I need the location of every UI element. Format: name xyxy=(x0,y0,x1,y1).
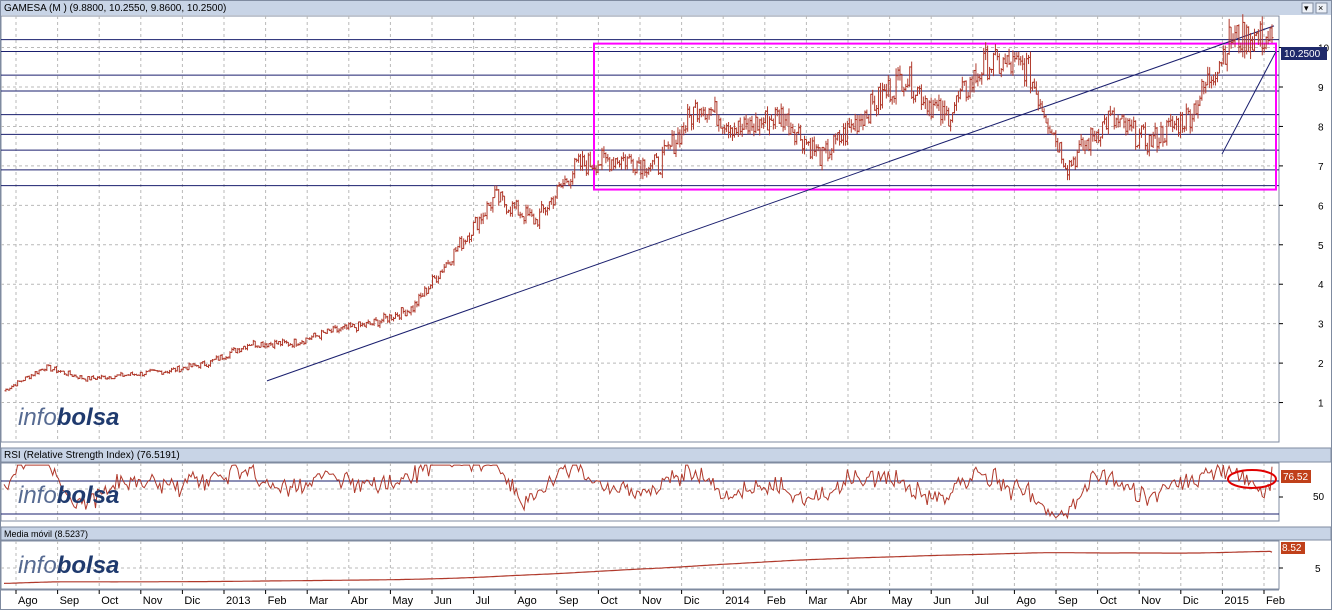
x-tick-label: May xyxy=(392,595,413,607)
price-y-tick-label: 5 xyxy=(1318,241,1324,252)
ma-gridlines xyxy=(1,541,1279,589)
x-tick-label: Sep xyxy=(1058,595,1078,607)
rsi-y-axis: 50 xyxy=(1279,492,1325,503)
rsi-last-text: 76.52 xyxy=(1283,472,1308,483)
close-icon: × xyxy=(1318,3,1323,13)
x-tick-label: Ago xyxy=(517,595,537,607)
ma-watermark: infobolsa xyxy=(18,552,119,579)
x-tick-label: May xyxy=(892,595,913,607)
x-tick-label: Oct xyxy=(600,595,617,607)
rsi-plot-area[interactable]: infobolsa xyxy=(0,462,1280,522)
x-tick-label: 2014 xyxy=(725,595,749,607)
x-tick-label: Abr xyxy=(850,595,867,607)
price-y-tick-label: 4 xyxy=(1318,280,1324,291)
x-tick-label: Nov xyxy=(143,595,163,607)
rsi-last-label: 76.52 xyxy=(1281,470,1311,483)
price-panel-header: GAMESA (M ) (9.8800, 10.2550, 9.8600, 10… xyxy=(1,1,1331,15)
price-gridlines xyxy=(1,16,1279,442)
x-tick-label: Dic xyxy=(184,595,200,607)
support-resistance-lines xyxy=(1,39,1279,187)
long-trendline xyxy=(266,25,1275,382)
ma-y-axis: 5 xyxy=(1279,564,1321,575)
price-y-tick-label: 1 xyxy=(1318,399,1324,410)
restore-icon: ▾ xyxy=(1304,3,1309,13)
rsi-watermark: infobolsa xyxy=(18,482,119,509)
ma-last-text: 8.52 xyxy=(1282,543,1302,554)
ma-watermark-info: info xyxy=(18,552,57,579)
ma-tick-5: 5 xyxy=(1315,564,1321,575)
ma-panel-header: Media móvil (8.5237) xyxy=(0,526,1332,541)
rsi-highlight-ellipse xyxy=(1227,469,1277,489)
x-tick-label: Feb xyxy=(1266,595,1285,607)
watermark-info: info xyxy=(18,404,57,431)
price-panel-title: GAMESA (M ) (9.8800, 10.2550, 9.8600, 10… xyxy=(4,3,226,14)
rsi-tick-50: 50 xyxy=(1313,492,1325,503)
close-button[interactable]: × xyxy=(1315,2,1328,14)
x-axis: Ago Sep Oct Nov Dic 2013 Feb Mar Abr May Jun Jul Ago… xyxy=(1,589,1285,607)
x-tick-label: Nov xyxy=(642,595,662,607)
price-bars xyxy=(4,14,1274,392)
price-y-tick-label: 9 xyxy=(1318,83,1324,94)
x-tick-label: Abr xyxy=(351,595,368,607)
x-tick-label: Sep xyxy=(559,595,579,607)
x-tick-label: Mar xyxy=(309,595,328,607)
price-plot-area[interactable]: infobolsa xyxy=(0,14,1280,443)
last-price-text: 10.2500 xyxy=(1284,49,1321,60)
x-tick-label: Feb xyxy=(767,595,786,607)
x-tick-label: Sep xyxy=(60,595,80,607)
ma-last-label: 8.52 xyxy=(1281,542,1305,554)
x-tick-label: Jun xyxy=(434,595,452,607)
ma-plot-area[interactable]: infobolsa xyxy=(0,540,1280,590)
short-trendline xyxy=(1221,51,1277,155)
range-box xyxy=(593,42,1277,191)
rsi-watermark-info: info xyxy=(18,482,57,509)
restore-button[interactable]: ▾ xyxy=(1301,2,1314,14)
last-price-label: 10.2500 xyxy=(1281,47,1327,60)
rsi-gridlines xyxy=(1,463,1279,521)
price-y-tick-label: 3 xyxy=(1318,320,1324,331)
price-y-tick-label: 7 xyxy=(1318,162,1324,173)
price-watermark: infobolsa xyxy=(18,404,119,431)
price-y-tick-label: 6 xyxy=(1318,201,1324,212)
x-tick-label: Jul xyxy=(476,595,490,607)
x-tick-label: 2013 xyxy=(226,595,250,607)
x-tick-label: Oct xyxy=(1100,595,1117,607)
rsi-line xyxy=(3,463,1273,520)
rsi-panel-title: RSI (Relative Strength Index) (76.5191) xyxy=(4,450,180,461)
x-tick-label: Nov xyxy=(1141,595,1161,607)
watermark-bolsa: bolsa xyxy=(57,404,120,431)
ma-watermark-bolsa: bolsa xyxy=(57,552,120,579)
x-tick-label: Ago xyxy=(1016,595,1036,607)
rsi-panel-header: RSI (Relative Strength Index) (76.5191) xyxy=(0,447,1332,463)
x-tick-label: 2015 xyxy=(1224,595,1248,607)
x-tick-label: Dic xyxy=(1183,595,1199,607)
x-tick-label: Jul xyxy=(975,595,989,607)
x-tick-label: Ago xyxy=(18,595,38,607)
price-y-tick-label: 8 xyxy=(1318,122,1324,133)
x-tick-label: Feb xyxy=(268,595,287,607)
ma-line xyxy=(3,550,1273,584)
rsi-watermark-bolsa: bolsa xyxy=(57,482,120,509)
price-y-tick-label: 2 xyxy=(1318,359,1324,370)
x-tick-label: Dic xyxy=(684,595,700,607)
x-tick-label: Jun xyxy=(933,595,951,607)
x-tick-label: Oct xyxy=(101,595,118,607)
x-tick-label: Mar xyxy=(808,595,827,607)
ma-panel-title: Media móvil (8.5237) xyxy=(4,529,88,539)
